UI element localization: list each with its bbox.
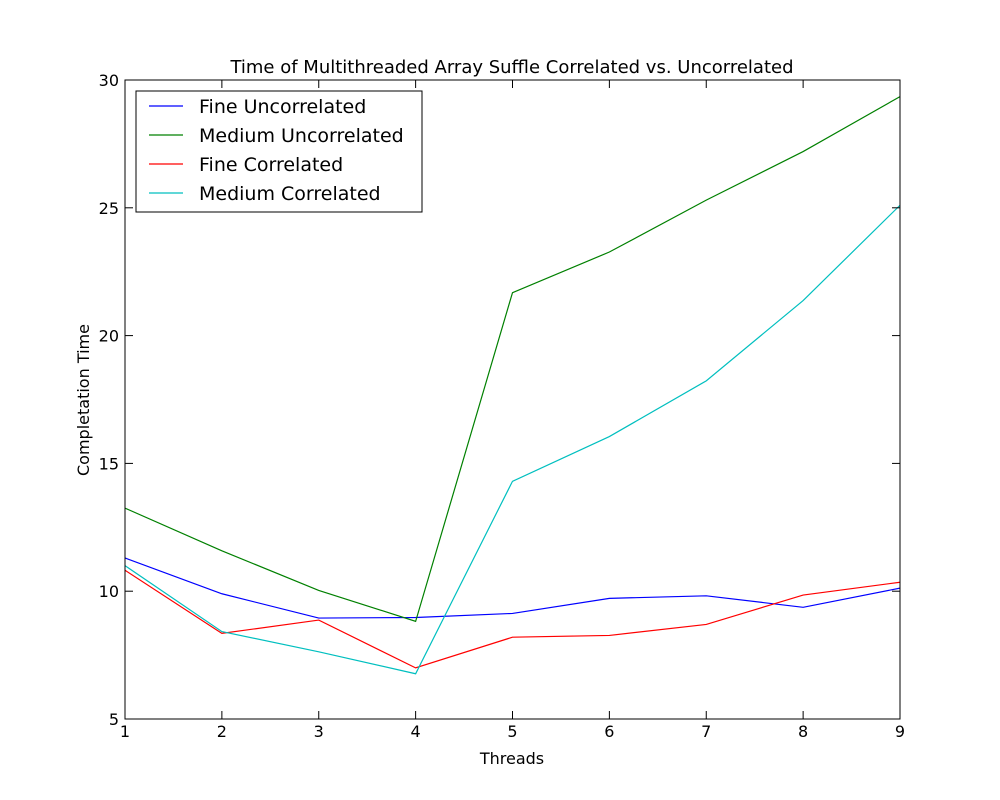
series-line-3 [124, 204, 901, 675]
x-tick-label: 8 [798, 722, 808, 741]
legend-label: Medium Uncorrelated [199, 125, 404, 147]
y-tick-label: 10 [99, 582, 119, 601]
series-lines [124, 96, 901, 675]
x-tick-label: 4 [411, 722, 421, 741]
y-tick-label: 5 [109, 710, 119, 729]
legend-label: Medium Correlated [199, 183, 381, 205]
x-tick-label: 2 [217, 722, 227, 741]
x-tick-label: 7 [701, 722, 711, 741]
y-tick-label: 25 [99, 199, 119, 218]
x-tick-label: 5 [507, 722, 517, 741]
legend: Fine Uncorrelated Medium Uncorrelated Fine… [135, 90, 423, 213]
legend-box [135, 90, 423, 213]
series-line-0 [124, 557, 901, 619]
legend-label: Fine Correlated [199, 154, 343, 176]
legend-label: Fine Uncorrelated [199, 96, 366, 118]
x-axis-label: Threads [479, 749, 544, 768]
y-tick-label: 30 [99, 71, 119, 90]
y-tick-label: 20 [99, 327, 119, 346]
tick-labels: 1 2 3 4 5 6 7 8 9 5 10 15 20 25 30 [99, 71, 905, 741]
x-tick-label: 3 [314, 722, 324, 741]
x-tick-label: 9 [895, 722, 905, 741]
series-line-1 [124, 96, 901, 623]
axis-ticks [124, 79, 901, 720]
x-tick-label: 1 [120, 722, 130, 741]
y-axis-label: Completation Time [74, 324, 93, 476]
chart-title: Time of Multithreaded Array Suffle Corre… [229, 57, 793, 78]
series-line-2 [124, 569, 901, 669]
y-tick-label: 15 [99, 454, 119, 473]
x-tick-label: 6 [604, 722, 614, 741]
